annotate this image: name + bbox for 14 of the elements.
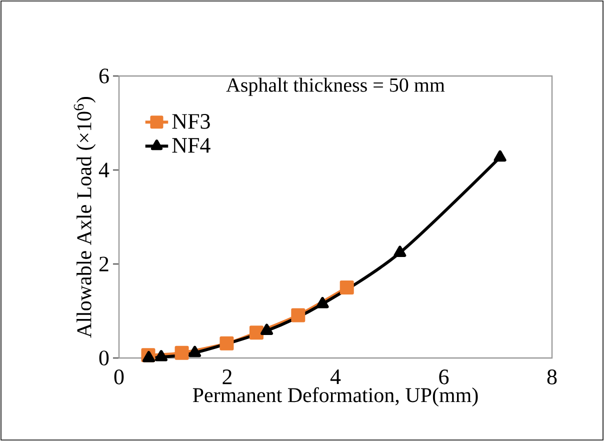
y-axis-title: Allowable Axle Load (×10$^{6}$)	[74, 96, 96, 338]
y-tick-label: 2	[99, 256, 108, 272]
x-tick-label: 6	[439, 370, 449, 384]
y-tick-label: 6	[99, 68, 109, 84]
chart-title: Asphalt thickness = 50 mm	[226, 78, 445, 96]
x-tick-label: 2	[222, 370, 232, 384]
legend-label: NF4	[172, 138, 210, 153]
x-tick-label: 0	[114, 370, 124, 384]
x-tick-label: 4	[330, 370, 341, 384]
y-tick-label: 4	[98, 162, 110, 178]
x-tick-label: 8	[547, 370, 557, 384]
legend-label: NF3	[172, 114, 210, 129]
x-axis-title: Permanent Deformation, UP(mm)	[192, 387, 478, 406]
y-tick-label: 0	[99, 350, 109, 366]
